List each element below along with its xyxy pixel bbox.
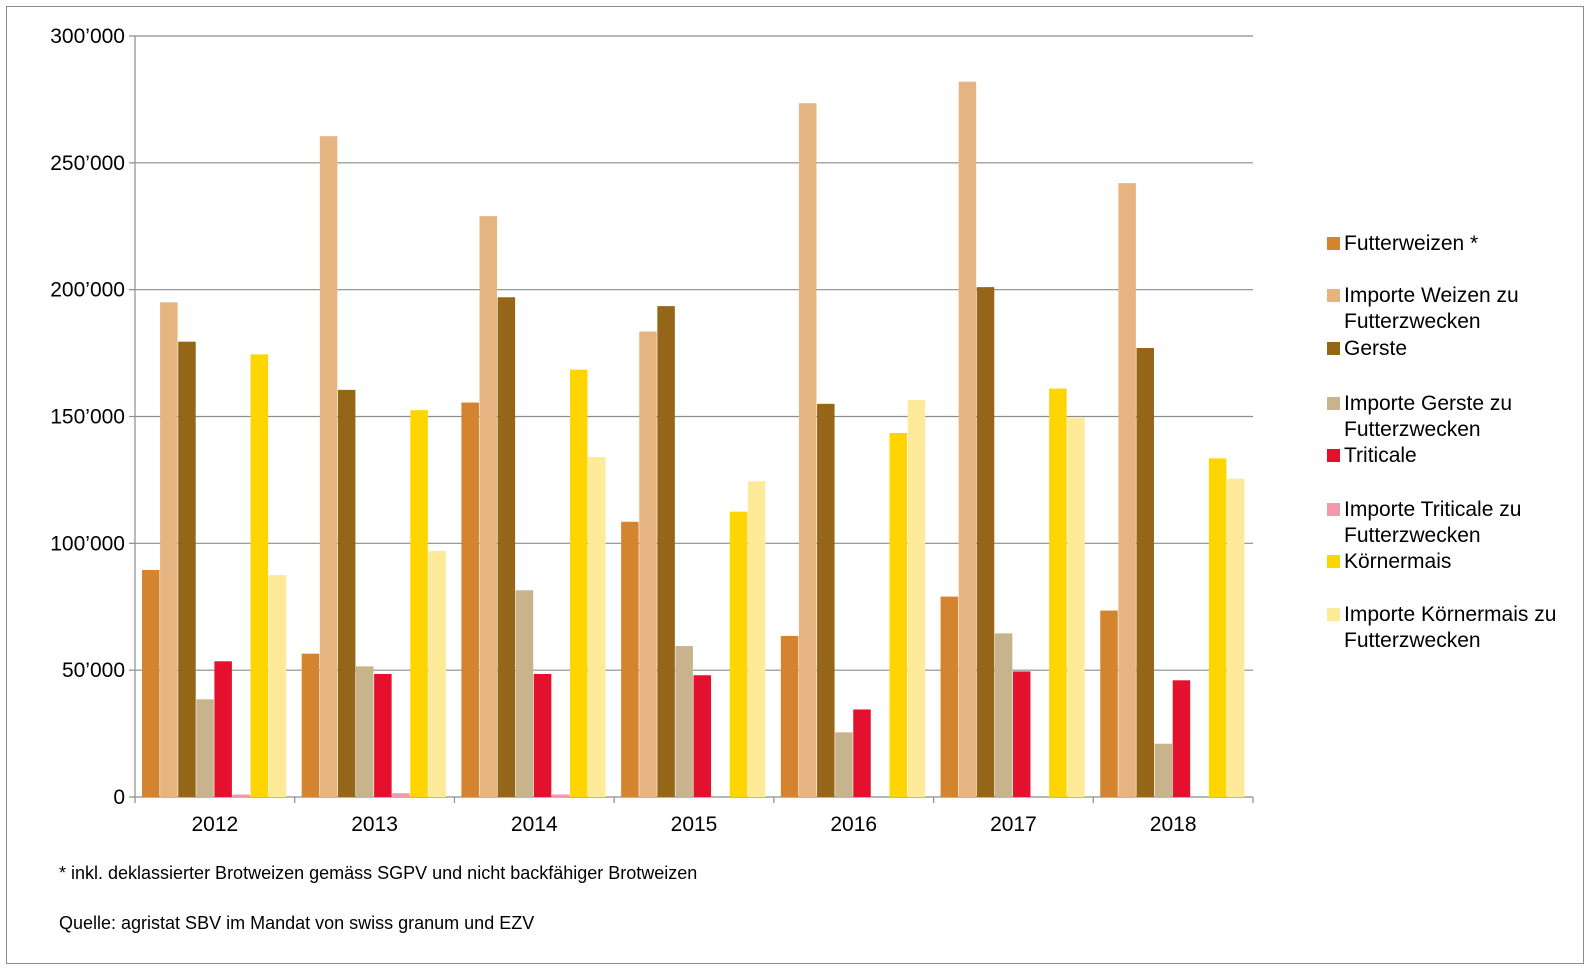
bar	[958, 81, 977, 797]
chart-frame: 0 50’000 100’000 150’000 200’000 250’000 300’0…	[6, 6, 1584, 964]
bar	[214, 661, 232, 797]
bar	[497, 297, 516, 797]
legend-label: Triticale	[1344, 444, 1417, 467]
x-tick-label: 2012	[191, 813, 238, 836]
bar	[319, 136, 338, 797]
bar	[853, 709, 871, 797]
bar	[1049, 388, 1067, 797]
legend-label: Importe Körnermais zu Futterzwecken	[1344, 603, 1557, 652]
x-tick-label: 2014	[511, 813, 558, 836]
gridlines	[135, 35, 1253, 671]
legend-swatch	[1327, 237, 1340, 250]
x-tick-label: 2018	[1150, 813, 1197, 836]
bar	[780, 635, 799, 797]
bar	[729, 511, 748, 797]
legend-item-koernermais: Körnermais	[1327, 549, 1592, 575]
legend-swatch	[1327, 289, 1340, 302]
bar	[374, 673, 392, 797]
bar	[1136, 348, 1154, 797]
bar	[428, 550, 446, 797]
x-tick-label: 2013	[351, 813, 398, 836]
legend-item-triticale: Triticale	[1327, 443, 1592, 469]
legend-label: Futterweizen *	[1344, 232, 1479, 255]
bar	[621, 521, 639, 797]
bar	[392, 793, 410, 797]
bar	[196, 699, 214, 797]
bar	[356, 666, 374, 797]
bar	[675, 646, 693, 797]
bar	[1067, 417, 1085, 797]
bar	[1118, 183, 1136, 798]
tick-labels: 0 50’000 100’000 150’000 200’000 250’000 300’0…	[50, 25, 1196, 836]
bar	[268, 575, 287, 797]
bar	[817, 403, 835, 797]
legend-item-importe-triticale: Importe Triticale zu Futterzwecken	[1327, 497, 1592, 549]
x-tick-label: 2016	[830, 813, 877, 836]
bar	[551, 794, 570, 797]
legend-label: Körnermais	[1344, 550, 1452, 573]
y-tick-label: 300’000	[50, 25, 125, 48]
bar	[907, 400, 926, 797]
bar	[639, 331, 657, 797]
y-tick-label: 150’000	[50, 406, 125, 429]
bar	[1012, 671, 1031, 797]
legend-label: Importe Gerste zu Futterzwecken	[1344, 392, 1513, 441]
bar-chart: 0 50’000 100’000 150’000 200’000 250’000 300’0…	[50, 25, 1254, 836]
bar	[160, 302, 178, 797]
bar	[533, 673, 552, 797]
legend-swatch	[1327, 449, 1340, 462]
bar	[1172, 680, 1191, 797]
x-tick-label: 2017	[990, 813, 1037, 836]
legend-swatch	[1327, 397, 1340, 410]
bar	[337, 389, 356, 797]
bar	[1208, 458, 1227, 797]
y-tick-label: 200’000	[50, 279, 125, 302]
legend-item-gerste: Gerste	[1327, 336, 1592, 362]
legend-swatch	[1327, 503, 1340, 516]
bar	[232, 794, 250, 797]
legend-item-importe-gerste: Importe Gerste zu Futterzwecken	[1327, 391, 1592, 443]
bar	[940, 596, 959, 797]
legend-item-futterweizen: Futterweizen *	[1327, 231, 1592, 257]
bar	[250, 354, 269, 797]
x-tick-label: 2015	[671, 813, 718, 836]
y-tick-label: 0	[113, 786, 125, 809]
y-tick-label: 250’000	[50, 152, 125, 175]
bar	[301, 653, 320, 797]
footnote-note: * inkl. deklassierter Brotweizen gemäss …	[59, 863, 698, 883]
legend-label: Importe Weizen zu Futterzwecken	[1344, 284, 1519, 333]
bar	[798, 103, 817, 797]
legend-item-importe-koernermais: Importe Körnermais zu Futterzwecken	[1327, 602, 1592, 654]
bar	[693, 675, 712, 797]
bar	[515, 590, 534, 797]
bar	[479, 216, 498, 797]
legend-swatch	[1327, 608, 1340, 621]
bar	[889, 432, 907, 797]
bar	[1154, 743, 1173, 797]
bar	[747, 481, 766, 797]
bar	[835, 732, 853, 797]
bar	[142, 569, 160, 797]
footnote-source: Quelle: agristat SBV im Mandat von swiss…	[59, 913, 535, 933]
bar	[461, 402, 479, 797]
bar	[994, 633, 1013, 797]
y-tick-label: 50’000	[62, 659, 125, 682]
bar	[1100, 610, 1118, 797]
bar	[178, 341, 196, 797]
bar	[570, 369, 588, 797]
bar	[410, 410, 428, 797]
y-tick-label: 100’000	[50, 532, 125, 555]
bar	[1226, 478, 1245, 797]
legend-label: Importe Triticale zu Futterzwecken	[1344, 498, 1522, 547]
legend-swatch	[1327, 555, 1340, 568]
bars	[142, 81, 1245, 798]
legend-item-importe-weizen: Importe Weizen zu Futterzwecken	[1327, 283, 1592, 335]
legend-label: Gerste	[1344, 337, 1408, 360]
bar	[976, 287, 995, 797]
legend-swatch	[1327, 342, 1340, 355]
bar	[588, 457, 606, 797]
bar	[657, 306, 675, 797]
